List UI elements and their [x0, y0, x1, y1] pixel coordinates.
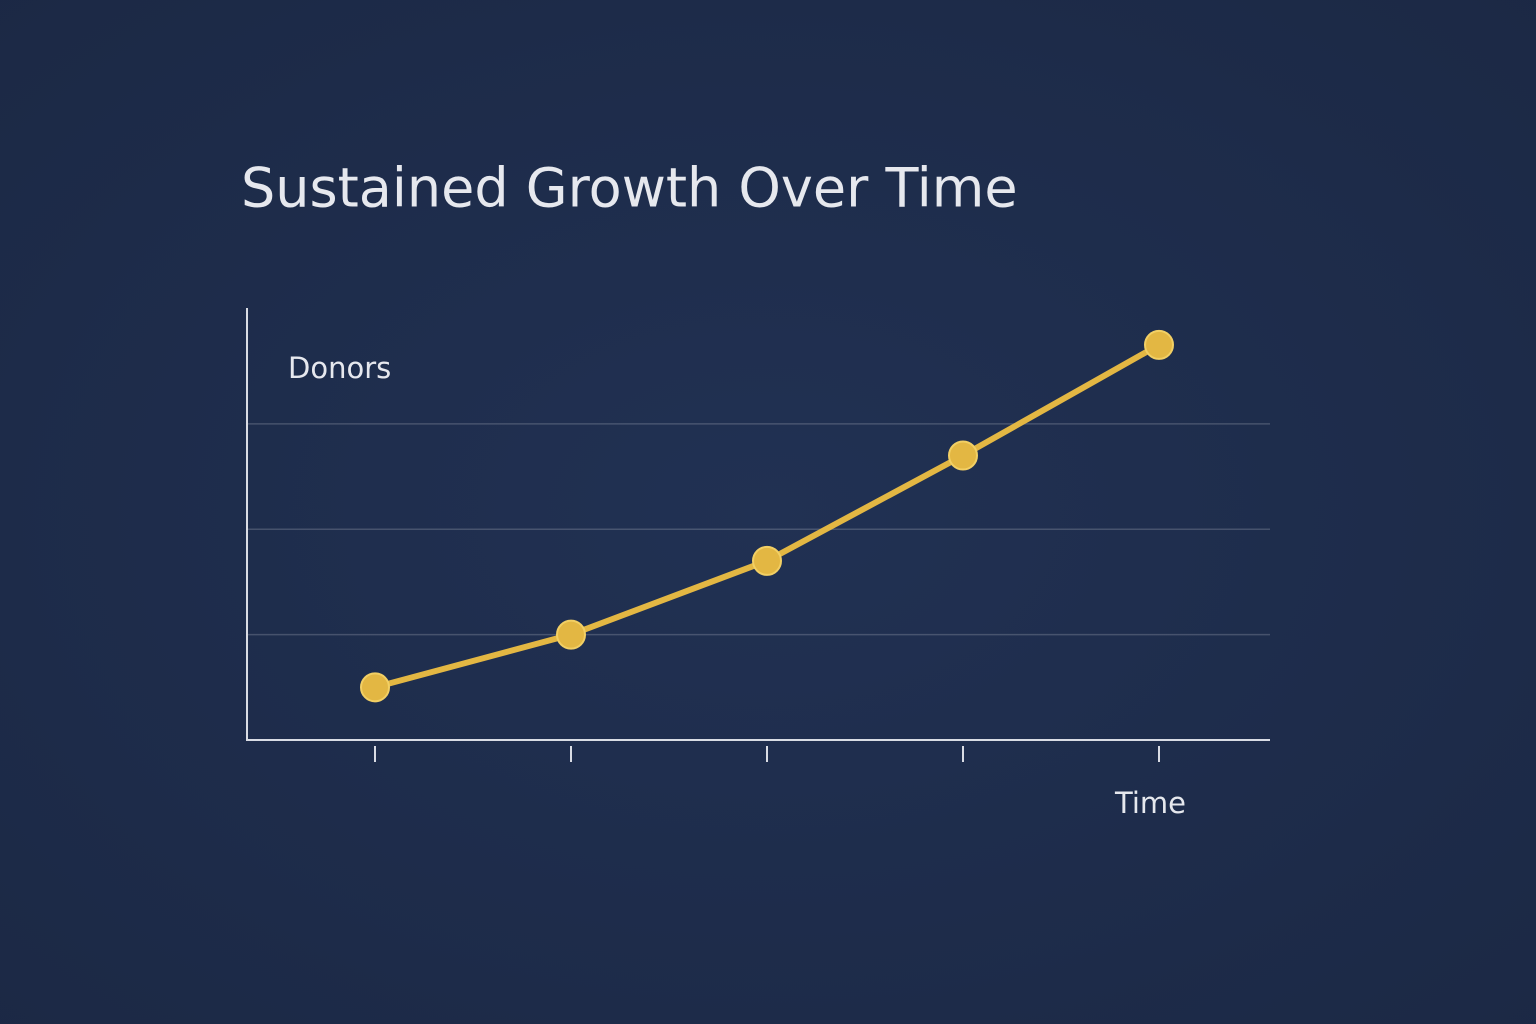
data-point [556, 619, 586, 650]
y-axis-label: Donors [288, 351, 391, 385]
data-point [360, 672, 390, 703]
data-point [948, 440, 978, 471]
x-axis-label: Time [1114, 786, 1186, 820]
chart-title: Sustained Growth Over Time [241, 157, 1018, 220]
data-point [1144, 329, 1174, 360]
data-point [752, 545, 782, 576]
